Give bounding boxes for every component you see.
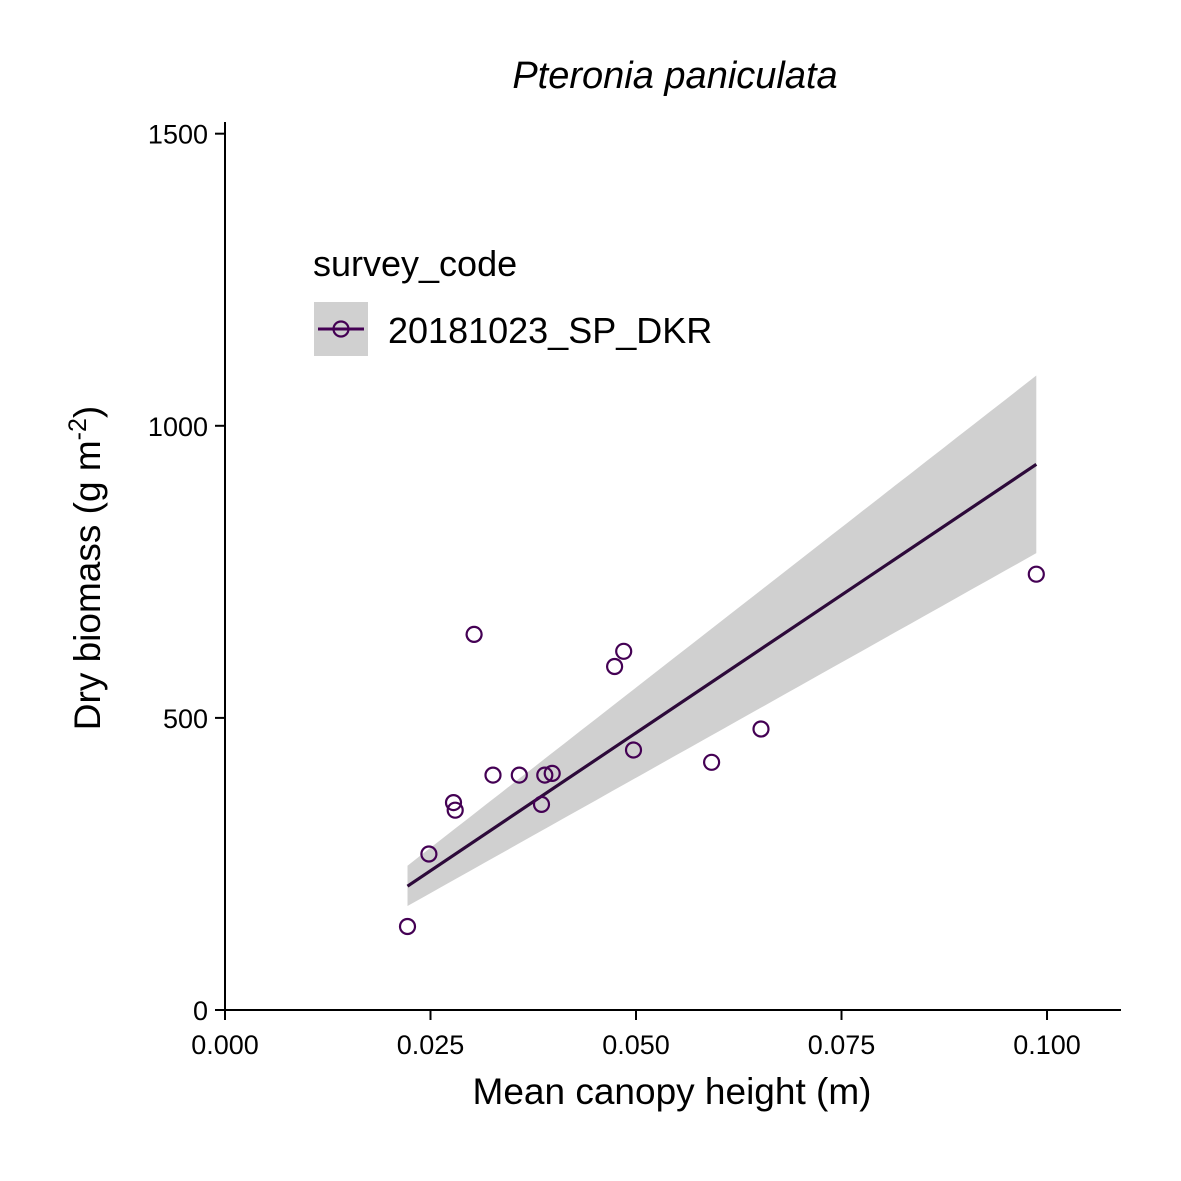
plot-area <box>398 375 1045 936</box>
x-tick-label: 0.000 <box>191 1030 259 1060</box>
y-axis-title-main: Dry biomass (g m <box>67 440 108 730</box>
data-point <box>702 753 721 771</box>
data-point <box>605 657 624 676</box>
y-axis-title: Dry biomass (g m-2) <box>64 406 108 730</box>
x-ticks: 0.000 0.025 0.050 0.075 0.100 <box>191 1010 1081 1060</box>
y-ticks: 0 500 1000 1500 <box>148 120 225 1026</box>
data-points <box>398 565 1045 936</box>
x-axis: 0.000 0.025 0.050 0.075 0.100 <box>191 1009 1121 1060</box>
y-axis: 0 500 1000 1500 <box>148 120 226 1026</box>
x-axis-title: Mean canopy height (m) <box>473 1071 872 1112</box>
data-point <box>624 741 643 759</box>
data-point <box>615 642 633 660</box>
y-tick-label: 1000 <box>148 412 208 442</box>
y-tick-label: 0 <box>193 996 208 1026</box>
y-tick-label: 500 <box>163 704 208 734</box>
fit-line <box>406 463 1038 888</box>
data-point <box>536 766 554 784</box>
data-point <box>543 764 561 783</box>
legend-key-marker <box>332 320 350 338</box>
data-point <box>444 793 463 812</box>
y-tick-label: 1500 <box>148 120 208 150</box>
data-point <box>420 845 438 863</box>
data-point <box>752 720 770 738</box>
data-point <box>446 801 464 819</box>
chart-title: Pteronia paniculata <box>512 55 837 97</box>
x-tick-label: 0.100 <box>1013 1030 1081 1060</box>
data-point <box>1027 565 1045 583</box>
data-point <box>532 795 551 814</box>
y-axis-title-superscript: -2 <box>64 418 92 440</box>
legend-entry-label: 20181023_SP_DKR <box>388 310 712 351</box>
data-point <box>398 917 417 936</box>
x-tick-label: 0.025 <box>397 1030 465 1060</box>
y-axis-title-close: ) <box>67 406 108 418</box>
x-tick-label: 0.075 <box>808 1030 876 1060</box>
legend: survey_code 20181023_SP_DKR <box>313 243 712 356</box>
data-point <box>465 625 483 644</box>
data-point <box>510 766 528 784</box>
legend-title: survey_code <box>313 243 517 284</box>
confidence-band <box>407 375 1037 906</box>
x-tick-label: 0.050 <box>602 1030 670 1060</box>
data-point <box>484 766 502 784</box>
